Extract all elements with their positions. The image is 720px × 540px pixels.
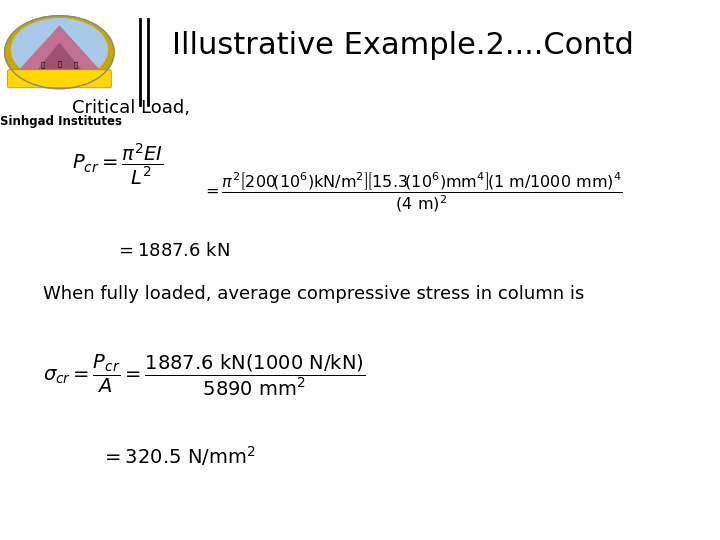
- Text: $P_{cr} = \dfrac{\pi^2 EI}{L^2}$: $P_{cr} = \dfrac{\pi^2 EI}{L^2}$: [72, 142, 163, 187]
- Text: 🧍: 🧍: [40, 62, 45, 69]
- Text: When fully loaded, average compressive stress in column is: When fully loaded, average compressive s…: [43, 285, 585, 303]
- Text: $= 320.5\ \mathrm{N/mm^2}$: $= 320.5\ \mathrm{N/mm^2}$: [101, 444, 256, 468]
- Text: $= \dfrac{\pi^2 \left[200\!\left(10^6\right)\mathrm{kN/m^2}\right]\!\left[15.3\!: $= \dfrac{\pi^2 \left[200\!\left(10^6\ri…: [202, 170, 622, 213]
- FancyBboxPatch shape: [7, 70, 112, 88]
- Text: 🧍: 🧍: [74, 62, 78, 69]
- Text: Sinhgad Institutes: Sinhgad Institutes: [0, 115, 122, 128]
- Text: $\sigma_{cr} = \dfrac{P_{cr}}{A} = \dfrac{1887.6\ \mathrm{kN}(1000\ \mathrm{N/kN: $\sigma_{cr} = \dfrac{P_{cr}}{A} = \dfra…: [43, 353, 366, 398]
- Text: Critical Load,: Critical Load,: [72, 99, 190, 117]
- Ellipse shape: [12, 19, 107, 80]
- Text: $= 1887.6\ \mathrm{kN}$: $= 1887.6\ \mathrm{kN}$: [115, 242, 230, 260]
- Polygon shape: [12, 26, 107, 78]
- Text: 🧍: 🧍: [58, 60, 61, 66]
- Polygon shape: [32, 44, 87, 78]
- Text: Illustrative Example.2....Contd: Illustrative Example.2....Contd: [172, 31, 634, 60]
- Ellipse shape: [5, 16, 114, 89]
